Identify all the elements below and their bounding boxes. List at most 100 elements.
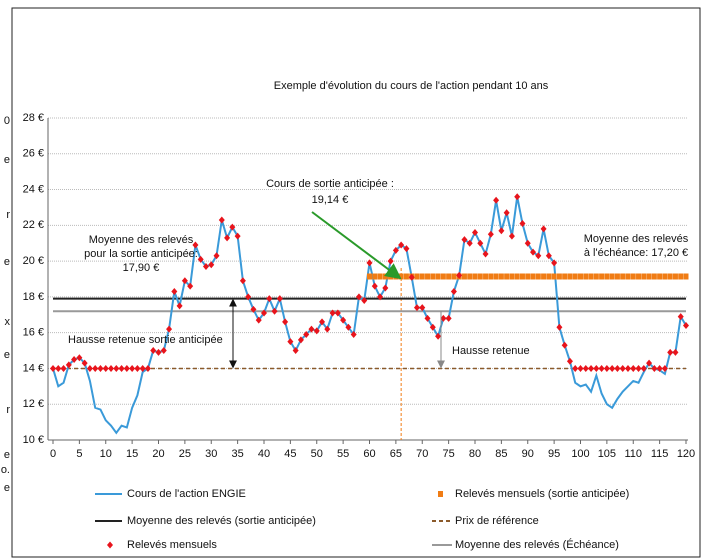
marker-diamond xyxy=(123,364,130,372)
marker-square xyxy=(651,273,657,280)
marker-diamond xyxy=(271,307,278,315)
side-fragment: 0 xyxy=(4,115,10,127)
marker-diamond xyxy=(609,364,616,372)
marker-diamond xyxy=(160,347,167,355)
marker-diamond xyxy=(450,288,457,296)
marker-square xyxy=(593,273,599,280)
y-tick-label: 22 € xyxy=(23,219,44,231)
y-tick-label: 26 € xyxy=(23,148,44,160)
marker-square xyxy=(614,273,620,280)
x-tick-label: 65 xyxy=(390,448,402,460)
side-fragment: r xyxy=(6,404,10,416)
marker-diamond xyxy=(588,364,595,372)
x-tick-label: 105 xyxy=(598,448,616,460)
marker-diamond xyxy=(276,295,283,303)
marker-diamond xyxy=(424,314,431,322)
marker-diamond xyxy=(166,325,173,333)
marker-diamond xyxy=(667,348,674,356)
marker-diamond xyxy=(482,250,489,258)
marker-diamond xyxy=(319,318,326,326)
marker-diamond xyxy=(403,245,410,253)
marker-diamond xyxy=(540,225,547,233)
marker-diamond xyxy=(408,273,415,281)
marker-diamond xyxy=(683,322,689,330)
marker-diamond xyxy=(224,234,231,242)
marker-diamond xyxy=(171,288,178,296)
marker-diamond xyxy=(530,248,537,256)
legend-label: Cours de l'action ENGIE xyxy=(127,488,246,500)
marker-square xyxy=(372,273,378,280)
marker-diamond xyxy=(371,282,378,290)
marker-diamond xyxy=(366,259,373,267)
marker-square xyxy=(667,273,673,280)
side-fragment: e xyxy=(4,154,10,166)
y-tick-label: 28 € xyxy=(23,112,44,124)
marker-diamond xyxy=(556,323,563,331)
marker-square xyxy=(678,273,684,280)
marker-square xyxy=(662,273,668,280)
marker-diamond xyxy=(86,364,93,372)
marker-diamond xyxy=(329,309,336,317)
marker-diamond xyxy=(71,356,78,363)
marker-square xyxy=(546,273,552,280)
marker-diamond xyxy=(677,313,684,321)
marker-diamond xyxy=(461,236,468,244)
side-fragment: o. xyxy=(1,464,10,476)
marker-square xyxy=(657,273,663,280)
x-tick-label: 110 xyxy=(624,448,642,460)
legend-label: Moyenne des relevés (Échéance) xyxy=(455,538,619,551)
marker-diamond xyxy=(498,227,505,235)
annotation: Hausse retenue xyxy=(452,345,530,357)
marker-square xyxy=(425,273,431,280)
marker-diamond xyxy=(229,223,236,231)
marker-diamond xyxy=(134,364,141,372)
annotation: à l'échéance: 17,20 € xyxy=(584,247,688,259)
marker-diamond xyxy=(129,364,136,372)
marker-diamond xyxy=(266,295,273,303)
marker-diamond xyxy=(218,216,225,224)
side-fragment: e xyxy=(4,449,10,461)
marker-diamond xyxy=(635,364,642,372)
marker-diamond xyxy=(493,196,500,204)
marker-diamond xyxy=(65,361,72,369)
marker-diamond xyxy=(197,255,204,263)
marker-diamond xyxy=(192,241,199,249)
marker-diamond xyxy=(102,364,109,372)
marker-diamond xyxy=(561,341,568,349)
marker-square xyxy=(525,273,531,280)
annotation: pour la sortie anticipée: xyxy=(84,248,198,260)
x-tick-label: 95 xyxy=(548,448,560,460)
marker-diamond xyxy=(387,257,394,265)
x-tick-label: 40 xyxy=(258,448,270,460)
marker-diamond xyxy=(287,338,294,346)
marker-diamond xyxy=(508,232,515,240)
side-fragment: e xyxy=(4,256,10,268)
marker-diamond xyxy=(619,364,626,372)
marker-square xyxy=(604,273,610,280)
annotation: 19,14 € xyxy=(312,194,349,206)
annotation: Moyenne des relevés xyxy=(584,233,689,245)
legend-swatch xyxy=(438,491,443,497)
marker-diamond xyxy=(445,314,452,322)
marker-diamond xyxy=(97,364,104,372)
marker-diamond xyxy=(503,209,510,217)
side-fragment: e xyxy=(4,349,10,361)
marker-square xyxy=(572,273,578,280)
marker-square xyxy=(641,273,647,280)
marker-square xyxy=(609,273,615,280)
marker-diamond xyxy=(392,246,399,254)
annotation: Cours de sortie anticipée : xyxy=(266,178,394,190)
marker-diamond xyxy=(55,364,62,372)
marker-diamond xyxy=(76,354,83,362)
marker-square xyxy=(414,273,420,280)
marker-square xyxy=(446,273,452,280)
marker-diamond xyxy=(81,359,88,367)
marker-square xyxy=(440,273,446,280)
marker-square xyxy=(509,273,515,280)
marker-diamond xyxy=(419,304,426,312)
marker-square xyxy=(646,273,652,280)
marker-square xyxy=(620,273,626,280)
marker-square xyxy=(683,273,689,280)
marker-diamond xyxy=(598,364,605,372)
x-tick-label: 30 xyxy=(205,448,217,460)
